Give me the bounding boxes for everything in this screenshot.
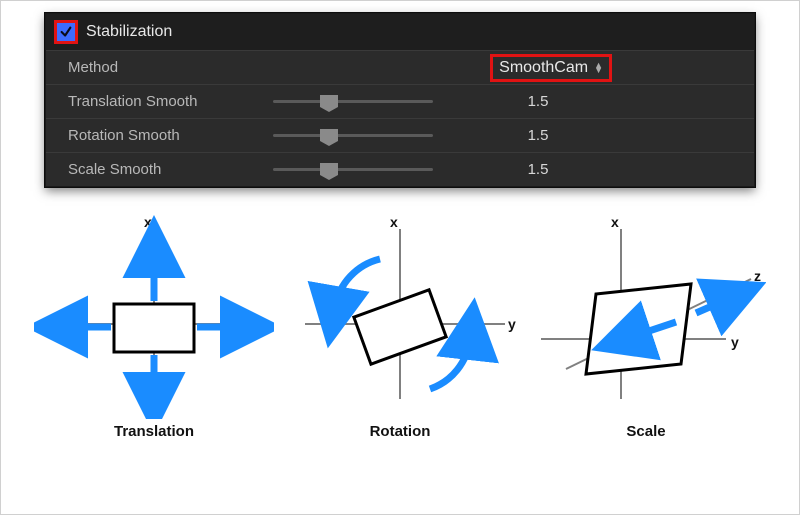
axis-z-label: z (754, 268, 761, 284)
slider-track (273, 134, 433, 137)
rotation-value: 1.5 (468, 127, 608, 144)
row-scale: Scale Smooth 1.5 (46, 152, 754, 186)
panel-body: Method SmoothCam ▲▼ Translation Smooth 1… (46, 50, 754, 186)
scale-value: 1.5 (468, 161, 608, 178)
rotation-label: Rotation Smooth (68, 127, 273, 144)
scale-svg: x y z (526, 209, 766, 419)
axis-y-label: y (731, 334, 739, 350)
panel-header: Stabilization (46, 14, 754, 50)
panel-title: Stabilization (86, 23, 172, 41)
translation-svg: x y (34, 209, 274, 419)
slider-track (273, 168, 433, 171)
diagram-rotation: x y Rotation (280, 209, 520, 440)
axis-x-label: x (144, 214, 152, 230)
row-translation: Translation Smooth 1.5 (46, 84, 754, 118)
rotation-caption: Rotation (370, 423, 431, 440)
slider-thumb[interactable] (320, 95, 338, 107)
diagram-translation: x y Translation (34, 209, 274, 440)
row-rotation: Rotation Smooth 1.5 (46, 118, 754, 152)
method-value: SmoothCam (499, 59, 588, 77)
diagram-scale: x y z Scale (526, 209, 766, 440)
stabilization-panel: Stabilization Method SmoothCam ▲▼ Transl… (45, 13, 755, 187)
translation-caption: Translation (114, 423, 194, 440)
rotation-slider[interactable] (273, 127, 433, 145)
slider-thumb[interactable] (320, 129, 338, 141)
checkmark-icon (59, 25, 73, 39)
chevrons-icon: ▲▼ (594, 63, 603, 73)
translation-label: Translation Smooth (68, 93, 273, 110)
method-label: Method (68, 59, 273, 76)
slider-track (273, 100, 433, 103)
axis-y-label: y (262, 316, 270, 332)
method-dropdown[interactable]: SmoothCam ▲▼ (490, 54, 612, 82)
checkbox-highlight (54, 20, 78, 44)
scale-label: Scale Smooth (68, 161, 273, 178)
scale-slider[interactable] (273, 161, 433, 179)
row-method: Method SmoothCam ▲▼ (46, 50, 754, 84)
axis-x-label: x (390, 214, 398, 230)
translation-value: 1.5 (468, 93, 608, 110)
scale-caption: Scale (626, 423, 665, 440)
axis-x-label: x (611, 214, 619, 230)
axis-y-label: y (508, 316, 516, 332)
translation-slider[interactable] (273, 93, 433, 111)
stabilization-checkbox[interactable] (57, 23, 75, 41)
slider-thumb[interactable] (320, 163, 338, 175)
rotation-svg: x y (280, 209, 520, 419)
diagrams-row: x y Translation x y (1, 205, 799, 440)
